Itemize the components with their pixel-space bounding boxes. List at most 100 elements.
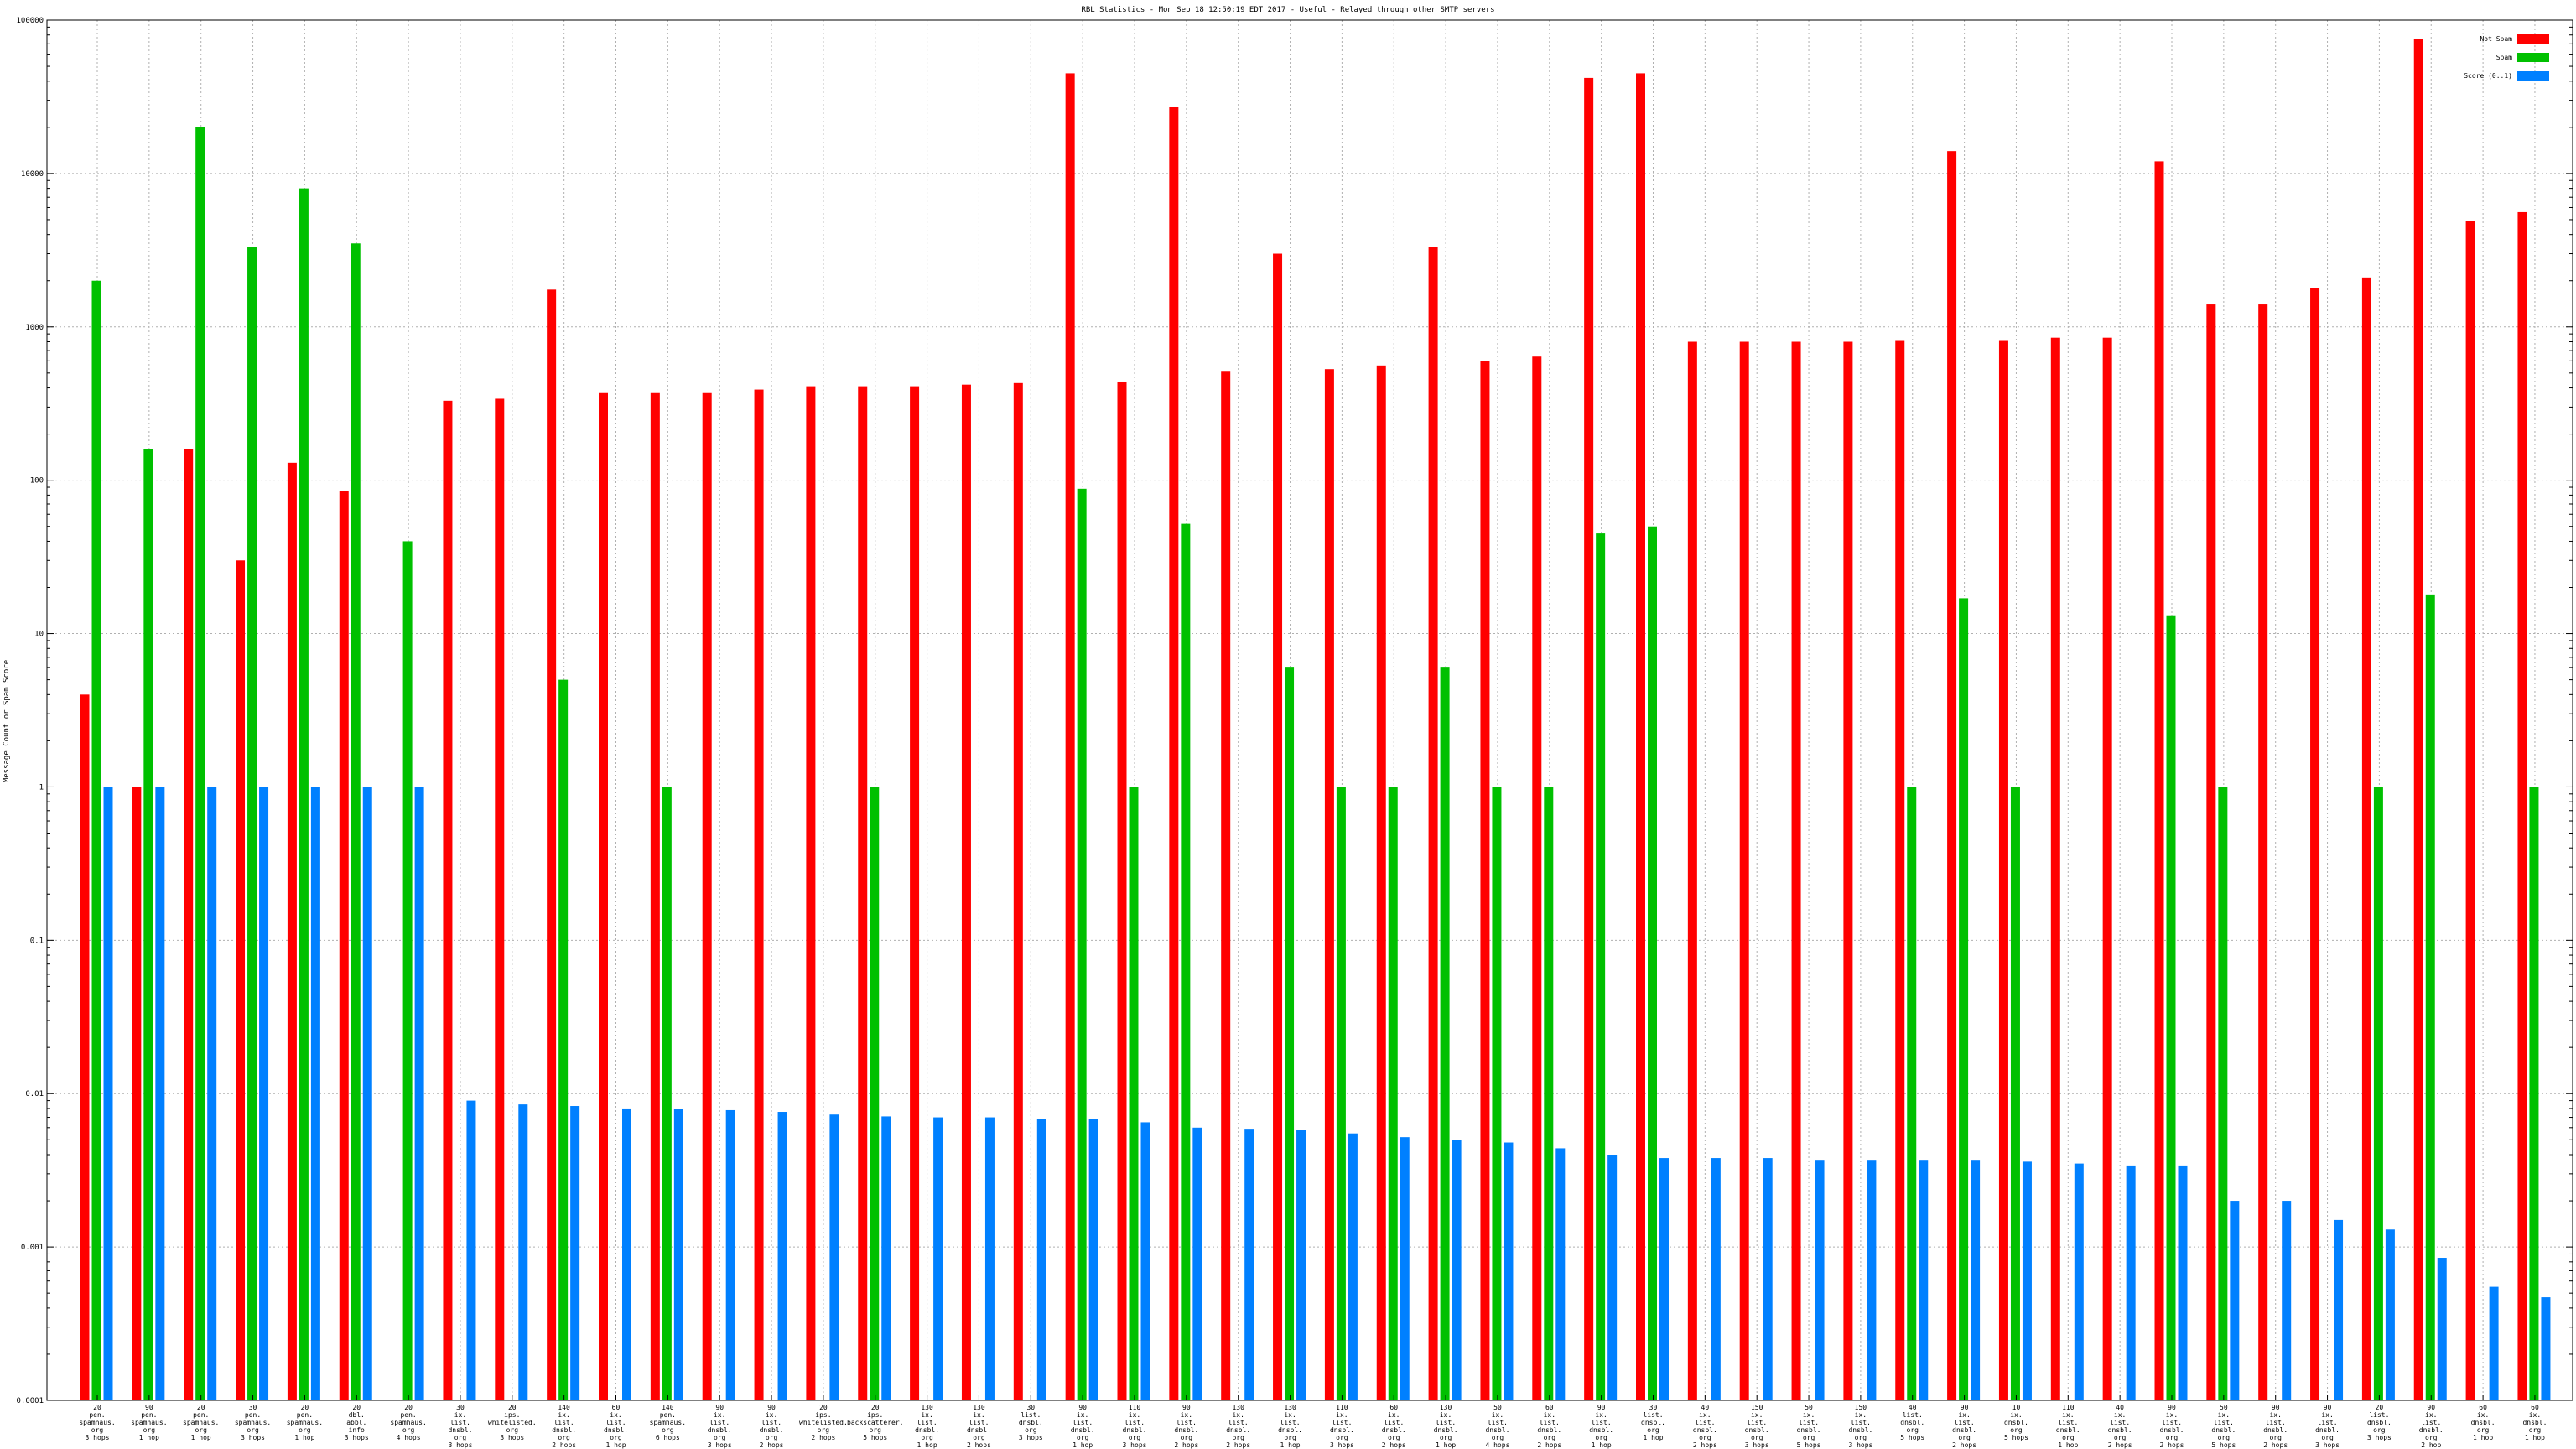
bar-not-spam — [1428, 247, 1438, 1401]
x-labels-layer: 20 pen. spamhaus. org 3 hops 90 pen. spamhaus. o… — [79, 1395, 2547, 1449]
bar-spam — [2010, 787, 2020, 1400]
x-tick-label: 110 ix. list. dnsbl. org 1 hop — [2056, 1404, 2080, 1449]
bar-spam — [1285, 667, 1295, 1400]
bar-not-spam — [443, 400, 453, 1401]
x-tick-label: 20 ips. whitelisted. org 2 hops — [799, 1404, 848, 1441]
bar-spam — [143, 449, 153, 1400]
y-tick-label: 10 — [34, 631, 44, 639]
bar-spam — [1596, 533, 1606, 1400]
x-tick-label: 20 list. dnsbl. org 3 hops — [2367, 1404, 2392, 1441]
bar-spam — [1648, 526, 1657, 1400]
bar-not-spam — [80, 694, 90, 1400]
bar-spam — [2218, 787, 2228, 1400]
y-tick-label: 1000 — [25, 324, 44, 332]
bar-score — [1867, 1160, 1877, 1400]
legend-label: Score (0..1) — [2464, 72, 2512, 80]
bar-score — [1504, 1142, 1514, 1400]
bar-not-spam — [1169, 106, 1179, 1401]
bar-not-spam — [806, 386, 816, 1400]
bar-not-spam — [2465, 221, 2475, 1400]
x-tick-label: 60 ix. list. dnsbl. org 2 hops — [1537, 1404, 1561, 1449]
bar-not-spam — [650, 392, 660, 1400]
x-tick-label: 90 ix. list. dnsbl. org 2 hops — [1174, 1404, 1198, 1449]
y-axis-label: Message Count or Spam Score — [3, 660, 11, 782]
bar-spam — [1959, 598, 1969, 1400]
bar-score — [725, 1109, 735, 1400]
bar-score — [1919, 1160, 1929, 1400]
bar-score — [2126, 1165, 2136, 1400]
bar-score — [2437, 1258, 2447, 1400]
x-tick-label: 20 ips. whitelisted. org 3 hops — [488, 1404, 537, 1441]
x-tick-label: 20 pen. spamhaus. org 1 hop — [183, 1404, 219, 1441]
bar-score — [570, 1106, 580, 1400]
bar-not-spam — [1013, 382, 1023, 1401]
bar-not-spam — [184, 449, 194, 1400]
y-tick-label: 10000 — [21, 170, 44, 179]
x-tick-label: 90 ix. list. dnsbl. org 2 hops — [2160, 1404, 2184, 1449]
x-tick-label: 20 pen. spamhaus. org 1 hop — [287, 1404, 323, 1441]
bar-score — [1815, 1160, 1825, 1400]
bar-spam — [1129, 787, 1139, 1400]
bar-not-spam — [1843, 341, 1853, 1400]
bar-spam — [299, 188, 309, 1400]
x-tick-label: 150 ix. list. dnsbl. org 3 hops — [1848, 1404, 1872, 1449]
x-tick-label: 90 ix. list. dnsbl. org 3 hops — [2315, 1404, 2340, 1449]
bar-score — [1400, 1137, 1410, 1400]
bar-spam — [1907, 787, 1917, 1400]
bar-not-spam — [236, 560, 246, 1400]
x-tick-label: 90 ix. list. dnsbl. org 1 hop — [1589, 1404, 1613, 1449]
x-tick-label: 50 ix. list. dnsbl. org 5 hops — [2211, 1404, 2236, 1449]
bar-not-spam — [1739, 341, 1749, 1400]
bar-not-spam — [1117, 381, 1127, 1400]
bar-spam — [870, 787, 880, 1400]
bar-not-spam — [1480, 361, 1490, 1400]
x-tick-label: 20 ips. backscatterer. org 5 hops — [847, 1404, 903, 1441]
x-tick-label: 60 ix. list. dnsbl. org 1 hop — [604, 1404, 628, 1449]
bar-not-spam — [2517, 211, 2527, 1400]
legend-label: Not Spam — [2480, 35, 2512, 43]
bar-not-spam — [1791, 341, 1801, 1400]
bar-not-spam — [1947, 151, 1957, 1400]
bar-spam — [1440, 667, 1450, 1400]
x-tick-label: 20 dbl. abbl. info 3 hops — [345, 1404, 369, 1441]
y-tick-label: 0.0001 — [16, 1397, 44, 1405]
bar-not-spam — [858, 386, 868, 1400]
bar-not-spam — [547, 289, 557, 1400]
y-tick-label: 100 — [30, 477, 44, 486]
bars-layer — [80, 39, 2551, 1401]
bar-score — [1763, 1158, 1773, 1400]
bar-not-spam — [1584, 77, 1594, 1400]
x-tick-label: 110 ix. list. dnsbl. org 3 hops — [1330, 1404, 1354, 1449]
y-tick-label: 0.1 — [30, 937, 44, 945]
bar-score — [2541, 1297, 2551, 1400]
bar-score — [1659, 1158, 1669, 1400]
bar-not-spam — [2050, 337, 2060, 1400]
bar-spam — [2425, 594, 2435, 1400]
bar-score — [310, 787, 320, 1400]
chart-legend: Not Spam Spam Score (0..1) — [2464, 34, 2549, 80]
bar-not-spam — [599, 392, 608, 1400]
bar-score — [2178, 1165, 2188, 1400]
x-tick-label: 90 ix. list. dnsbl. org 2 hop — [2419, 1404, 2444, 1449]
bar-spam — [195, 127, 205, 1400]
bar-score — [1296, 1130, 1306, 1400]
x-tick-label: 130 ix. list. dnsbl. org 1 hop — [1434, 1404, 1458, 1449]
x-tick-label: 30 list. dnsbl. org 3 hops — [1019, 1404, 1043, 1441]
x-tick-label: 90 ix. list. dnsbl. org 1 hop — [1071, 1404, 1095, 1449]
bar-spam — [351, 243, 361, 1400]
y-tick-label: 100000 — [16, 17, 44, 25]
bar-score — [673, 1109, 683, 1400]
bar-score — [518, 1104, 528, 1400]
bar-score — [933, 1117, 943, 1400]
bar-score — [207, 787, 217, 1400]
bar-not-spam — [1324, 369, 1334, 1401]
x-tick-label: 30 list. dnsbl. org 1 hop — [1641, 1404, 1665, 1441]
bar-not-spam — [2102, 337, 2112, 1400]
x-tick-label: 90 ix. list. dnsbl. org 2 hops — [760, 1404, 784, 1449]
bar-score — [777, 1112, 787, 1400]
bar-spam — [1492, 787, 1502, 1400]
bar-score — [362, 787, 372, 1400]
x-tick-label: 110 ix. list. dnsbl. org 3 hops — [1123, 1404, 1147, 1449]
bar-score — [1140, 1122, 1150, 1400]
plot-frame — [46, 19, 2573, 1401]
